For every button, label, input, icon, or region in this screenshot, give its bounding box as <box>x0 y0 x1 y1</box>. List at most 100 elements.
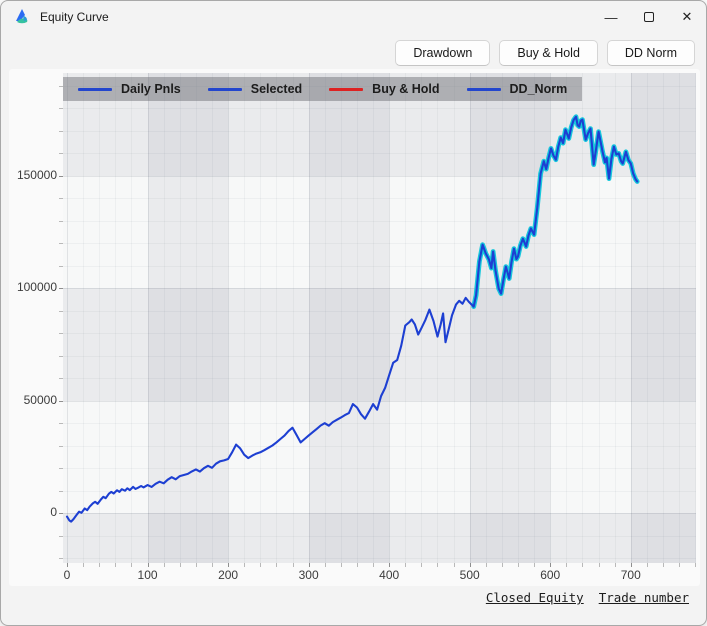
x-tick-mark <box>421 563 423 567</box>
v-gridline <box>485 73 487 563</box>
y-tick-mark <box>59 513 63 515</box>
dd-norm-button[interactable]: DD Norm <box>606 40 695 66</box>
drawdown-button[interactable]: Drawdown <box>395 40 491 66</box>
y-tick-label: 150000 <box>16 167 57 182</box>
y-tick-label: 50000 <box>23 392 57 407</box>
h-gridline <box>63 378 696 380</box>
y-tick-mark <box>59 153 63 155</box>
legend-item-selected[interactable]: Selected <box>207 82 302 96</box>
equity-chart: Daily Pnls Selected Buy & Hold DD_Norm 0… <box>9 69 700 586</box>
h-gridline <box>63 108 696 110</box>
minimize-icon: — <box>604 9 618 25</box>
close-button[interactable]: ✕ <box>668 1 706 33</box>
v-gridline <box>147 73 149 563</box>
v-gridline <box>99 73 101 563</box>
closed-equity-link[interactable]: Closed Equity <box>485 590 584 605</box>
x-tick-mark <box>550 563 552 567</box>
x-tick-mark <box>389 563 391 567</box>
legend-line-sample <box>207 87 242 91</box>
legend-item-daily-pnls[interactable]: Daily Pnls <box>78 82 181 96</box>
h-gridline <box>63 243 696 245</box>
y-tick-mark <box>59 310 63 312</box>
y-tick-mark <box>59 288 63 290</box>
window-controls: — ✕ <box>592 1 706 33</box>
x-tick-mark <box>518 563 520 567</box>
x-tick-mark <box>211 563 213 567</box>
maximize-button[interactable] <box>630 1 668 33</box>
y-tick-mark <box>59 490 63 492</box>
v-gridline <box>662 73 664 563</box>
y-tick-mark <box>59 445 63 447</box>
v-gridline <box>518 73 520 563</box>
v-gridline <box>501 73 503 563</box>
x-tick-mark <box>163 563 165 567</box>
x-tick-mark <box>228 563 230 567</box>
title-bar[interactable]: Equity Curve — ✕ <box>1 1 706 33</box>
v-gridline <box>244 73 246 563</box>
h-gridline <box>63 445 696 447</box>
x-tick-mark <box>308 563 310 567</box>
minimize-button[interactable]: — <box>592 1 630 33</box>
v-gridline <box>131 73 133 563</box>
v-gridline <box>260 73 262 563</box>
h-gridline <box>63 423 696 425</box>
y-tick-mark <box>59 265 63 267</box>
x-tick-mark <box>340 563 342 567</box>
toolbar: Drawdown Buy & Hold DD Norm <box>395 40 695 66</box>
legend-item-buy-and-hold[interactable]: Buy & Hold <box>329 82 440 96</box>
v-gridline <box>373 73 375 563</box>
v-gridline <box>324 73 326 563</box>
y-tick-mark <box>59 558 63 560</box>
x-band <box>469 73 551 563</box>
x-tick-mark <box>469 563 471 567</box>
y-tick-mark <box>59 423 63 425</box>
y-tick-label: 0 <box>50 505 57 520</box>
y-tick-mark <box>59 355 63 357</box>
x-tick-mark <box>566 563 568 567</box>
h-gridline <box>63 288 696 290</box>
buy-and-hold-button[interactable]: Buy & Hold <box>499 40 598 66</box>
x-tick-mark <box>99 563 101 567</box>
v-gridline <box>437 73 439 563</box>
x-tick-mark <box>646 563 648 567</box>
x-tick-mark <box>405 563 407 567</box>
x-band <box>630 73 696 563</box>
v-gridline <box>453 73 455 563</box>
v-gridline <box>695 73 696 563</box>
x-tick-mark <box>292 563 294 567</box>
v-gridline <box>211 73 213 563</box>
x-tick-mark <box>67 563 69 567</box>
x-tick-label: 100 <box>137 568 158 582</box>
x-tick-mark <box>260 563 262 567</box>
y-band <box>63 288 696 401</box>
x-tick-mark <box>324 563 326 567</box>
x-tick-mark <box>534 563 536 567</box>
x-tick-label: 300 <box>298 568 319 582</box>
trade-number-link[interactable]: Trade number <box>598 590 689 605</box>
x-tick-label: 400 <box>379 568 400 582</box>
legend-line-sample <box>466 87 501 91</box>
x-tick-mark <box>614 563 616 567</box>
h-gridline <box>63 535 696 537</box>
legend-item-dd-norm[interactable]: DD_Norm <box>466 82 567 96</box>
v-gridline <box>195 73 197 563</box>
y-tick-mark <box>59 468 63 470</box>
y-tick-mark <box>59 535 63 537</box>
v-gridline <box>469 73 471 563</box>
y-tick-mark <box>59 333 63 335</box>
y-tick-mark <box>59 130 63 132</box>
y-tick-label: 100000 <box>16 280 57 295</box>
chart-legend: Daily Pnls Selected Buy & Hold DD_Norm <box>63 77 583 101</box>
x-tick-mark <box>131 563 133 567</box>
x-tick-mark <box>147 563 149 567</box>
h-gridline <box>63 130 696 132</box>
x-tick-mark <box>276 563 278 567</box>
v-gridline <box>389 73 391 563</box>
h-gridline <box>63 153 696 155</box>
x-tick-mark <box>679 563 681 567</box>
x-tick-mark <box>662 563 664 567</box>
x-tick-mark <box>373 563 375 567</box>
x-tick-label: 0 <box>63 568 71 582</box>
plot-area[interactable] <box>63 73 696 563</box>
maximize-icon <box>644 12 654 22</box>
